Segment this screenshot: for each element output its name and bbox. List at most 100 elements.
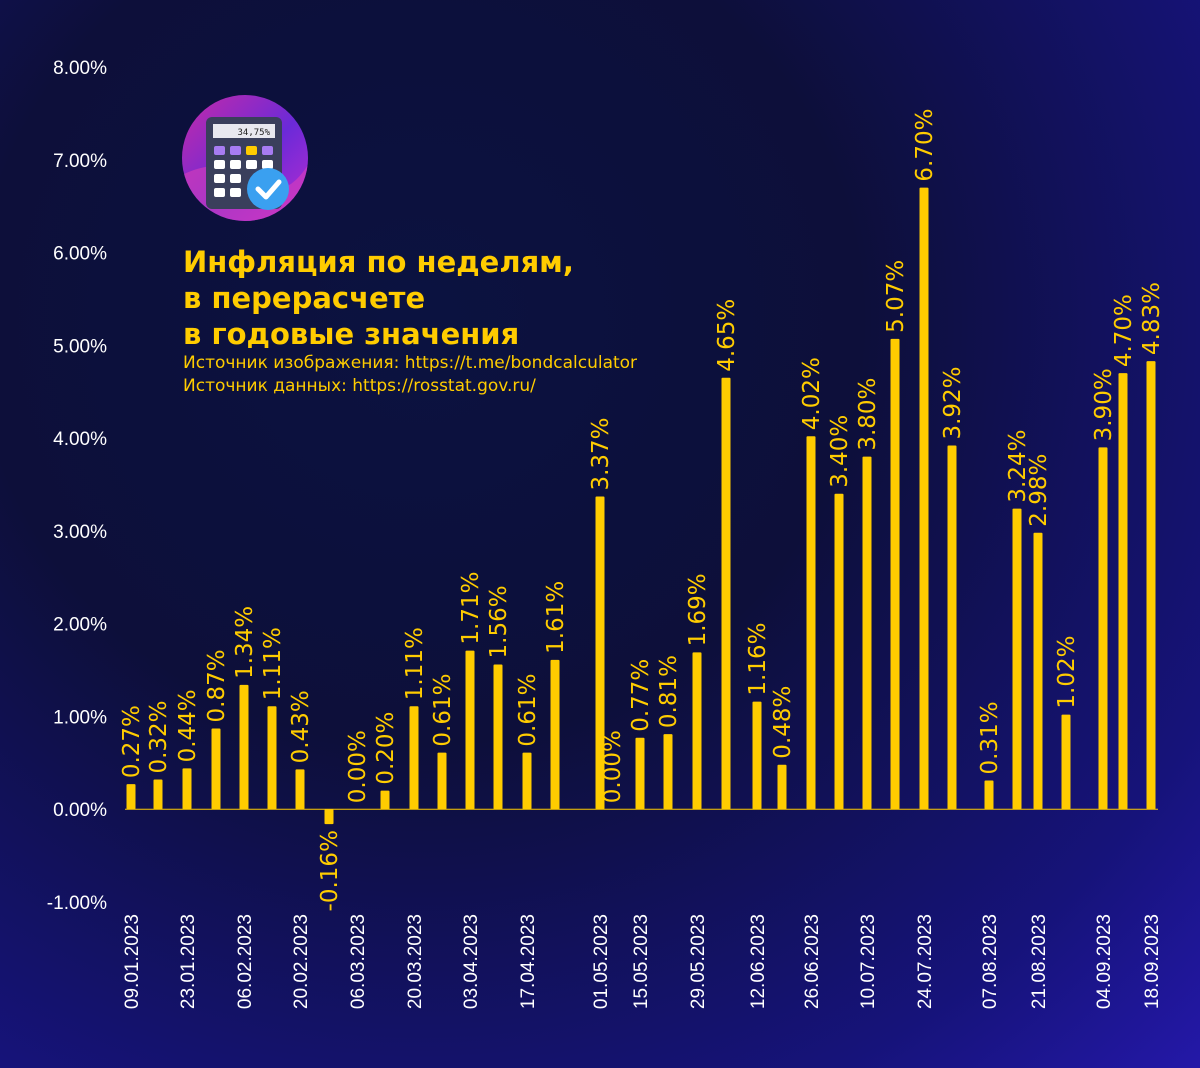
bar bbox=[126, 784, 136, 810]
check-badge-icon bbox=[247, 168, 289, 210]
x-tick-label: 23.01.2023 bbox=[178, 914, 199, 1009]
data-label: 1.71% bbox=[458, 571, 484, 644]
calculator-logo: 34,75% bbox=[182, 95, 308, 221]
bar bbox=[239, 684, 249, 810]
data-labels-group: 0.27% 0.32% 0.44%0.87%1.34% 1.11%0.43%-0.16… bbox=[119, 109, 1165, 912]
data-label: 0.61% bbox=[515, 674, 541, 747]
bar bbox=[550, 659, 560, 810]
data-label: 6.70% bbox=[912, 109, 938, 182]
data-label: 3.92% bbox=[940, 366, 966, 439]
bar bbox=[295, 769, 305, 810]
chart-title-line-2: в перерасчете bbox=[183, 281, 426, 315]
data-label: 1.16% bbox=[745, 623, 771, 696]
bar bbox=[437, 752, 447, 810]
data-label: 0.44% bbox=[175, 689, 201, 762]
x-tick-label: 18.09.2023 bbox=[1142, 914, 1163, 1009]
calculator-display: 34,75% bbox=[237, 128, 270, 138]
bar bbox=[947, 445, 957, 810]
x-tick-label: 12.06.2023 bbox=[748, 914, 769, 1009]
data-label: 5.07% bbox=[883, 260, 909, 333]
bar bbox=[522, 752, 532, 810]
bar bbox=[984, 780, 994, 810]
calculator-icon: 34,75% bbox=[182, 117, 308, 221]
y-tick-label: 3.00% bbox=[53, 522, 107, 543]
y-tick-label: 7.00% bbox=[53, 151, 107, 172]
y-axis: -1.00% 0.00% 1.00% 2.00% 3.00% 4.00% 5.00% 6.00… bbox=[47, 58, 107, 914]
data-label: 2.98% bbox=[1026, 454, 1052, 527]
x-tick-label: 09.01.2023 bbox=[122, 914, 143, 1009]
x-tick-label: 26.06.2023 bbox=[802, 914, 823, 1009]
bar bbox=[692, 652, 702, 810]
x-tick-label: 21.08.2023 bbox=[1029, 914, 1050, 1009]
data-label: 4.83% bbox=[1139, 282, 1165, 355]
data-label: 1.61% bbox=[543, 581, 569, 654]
x-tick-label: 10.07.2023 bbox=[858, 914, 879, 1009]
bar bbox=[721, 377, 731, 810]
data-label: 0.32% bbox=[146, 700, 172, 773]
y-tick-label: 5.00% bbox=[53, 336, 107, 357]
data-label: 1.11% bbox=[402, 627, 428, 700]
data-label: 3.40% bbox=[827, 415, 853, 488]
data-label: 3.24% bbox=[1005, 430, 1031, 503]
x-tick-label: 03.04.2023 bbox=[461, 914, 482, 1009]
data-label: 4.02% bbox=[799, 357, 825, 430]
data-label: 0.00% bbox=[600, 730, 626, 803]
data-label: 4.70% bbox=[1111, 294, 1137, 367]
bar bbox=[862, 456, 872, 810]
data-label: 0.48% bbox=[770, 686, 796, 759]
data-source: Источник данных: https://rosstat.gov.ru/ bbox=[183, 376, 536, 396]
data-label: 3.90% bbox=[1091, 368, 1117, 441]
data-label: 0.27% bbox=[119, 705, 145, 778]
y-tick-label: 6.00% bbox=[53, 244, 107, 265]
bar bbox=[1098, 447, 1108, 810]
bar bbox=[153, 779, 163, 810]
bar bbox=[834, 493, 844, 810]
x-axis: 09.01.2023 23.01.2023 06.02.2023 20.02.2023… bbox=[122, 914, 1163, 1009]
bar bbox=[211, 728, 221, 810]
data-label: 0.43% bbox=[288, 690, 314, 763]
data-label: 3.37% bbox=[588, 417, 614, 490]
data-label: 0.77% bbox=[628, 659, 654, 732]
data-label: 3.80% bbox=[855, 378, 881, 451]
bar bbox=[380, 790, 390, 810]
bar bbox=[1012, 508, 1022, 810]
bar bbox=[1033, 532, 1043, 810]
y-tick-label: 1.00% bbox=[53, 707, 107, 728]
data-label: 0.81% bbox=[656, 655, 682, 728]
data-label: 0.87% bbox=[204, 649, 230, 722]
bar bbox=[806, 436, 816, 810]
bar bbox=[777, 764, 787, 810]
x-tick-label: 01.05.2023 bbox=[591, 914, 612, 1009]
bar bbox=[595, 496, 605, 810]
data-label: 0.00% bbox=[345, 730, 371, 803]
bars-group bbox=[126, 187, 1156, 825]
bar bbox=[1146, 361, 1156, 810]
chart-title-block: Инфляция по неделям, в перерасчете в год… bbox=[183, 244, 743, 398]
bar bbox=[1118, 373, 1128, 810]
x-tick-label: 17.04.2023 bbox=[518, 914, 539, 1009]
x-tick-label: 06.03.2023 bbox=[348, 914, 369, 1009]
x-tick-label: 07.08.2023 bbox=[980, 914, 1001, 1009]
bar bbox=[465, 650, 475, 810]
data-label: 0.31% bbox=[977, 701, 1003, 774]
data-label: 1.69% bbox=[685, 573, 711, 646]
bar bbox=[409, 706, 419, 810]
data-label: 0.61% bbox=[430, 674, 456, 747]
y-tick-label: 8.00% bbox=[53, 58, 107, 79]
chart-title-line-3: в годовые значения bbox=[183, 317, 520, 351]
bar bbox=[663, 734, 673, 810]
bar bbox=[752, 701, 762, 810]
data-label: 1.11% bbox=[260, 627, 286, 700]
bar bbox=[493, 664, 503, 810]
x-tick-label: 15.05.2023 bbox=[631, 914, 652, 1009]
x-tick-label: 29.05.2023 bbox=[688, 914, 709, 1009]
image-source: Источник изображения: https://t.me/bondc… bbox=[183, 353, 638, 373]
bar bbox=[635, 737, 645, 810]
chart-title-line-1: Инфляция по неделям, bbox=[183, 245, 574, 279]
y-tick-label: 0.00% bbox=[53, 800, 107, 821]
bar bbox=[182, 768, 192, 810]
x-tick-label: 20.02.2023 bbox=[291, 914, 312, 1009]
data-label: 4.65% bbox=[714, 299, 740, 372]
